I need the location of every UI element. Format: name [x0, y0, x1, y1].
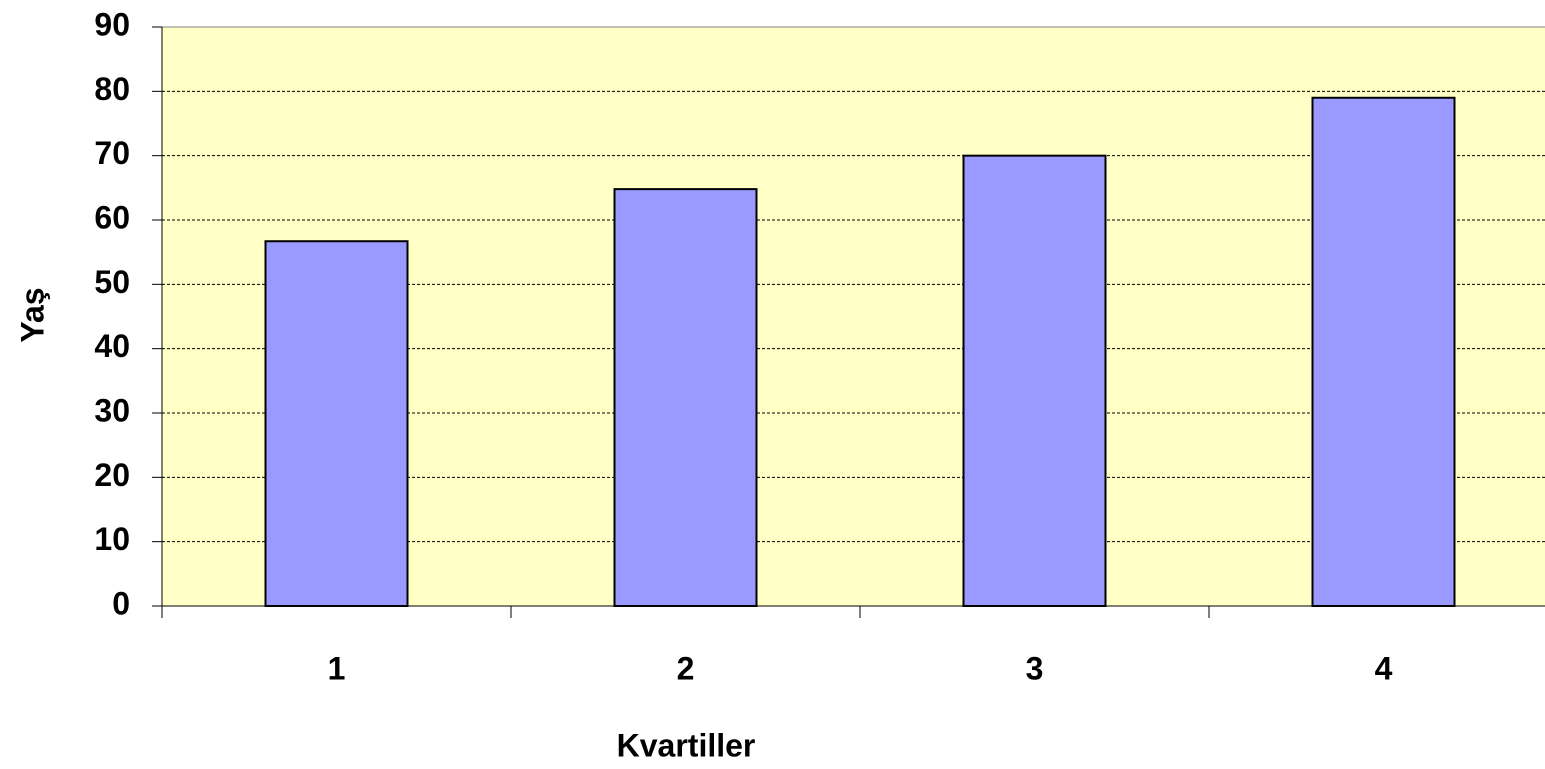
y-tick-label: 0: [112, 585, 130, 621]
y-tick-label: 20: [94, 457, 130, 493]
y-tick-label: 10: [94, 521, 130, 557]
x-tick-label: 3: [1026, 650, 1044, 686]
bar: [1311, 96, 1456, 608]
bar: [962, 154, 1107, 608]
bar: [613, 188, 758, 607]
y-tick-label: 60: [94, 199, 130, 235]
y-tick-label: 40: [94, 328, 130, 364]
x-axis-title: Kvartiller: [617, 727, 756, 763]
y-tick-label: 90: [94, 6, 130, 42]
y-axis-title: Yaş: [14, 287, 50, 342]
x-tick-label: 2: [677, 650, 695, 686]
y-tick-label: 80: [94, 71, 130, 107]
y-tick-label: 70: [94, 135, 130, 171]
bar: [264, 240, 409, 607]
y-tick-label: 50: [94, 264, 130, 300]
x-tick-label: 1: [328, 650, 346, 686]
x-tick-label: 4: [1375, 650, 1393, 686]
y-tick-label: 30: [94, 392, 130, 428]
